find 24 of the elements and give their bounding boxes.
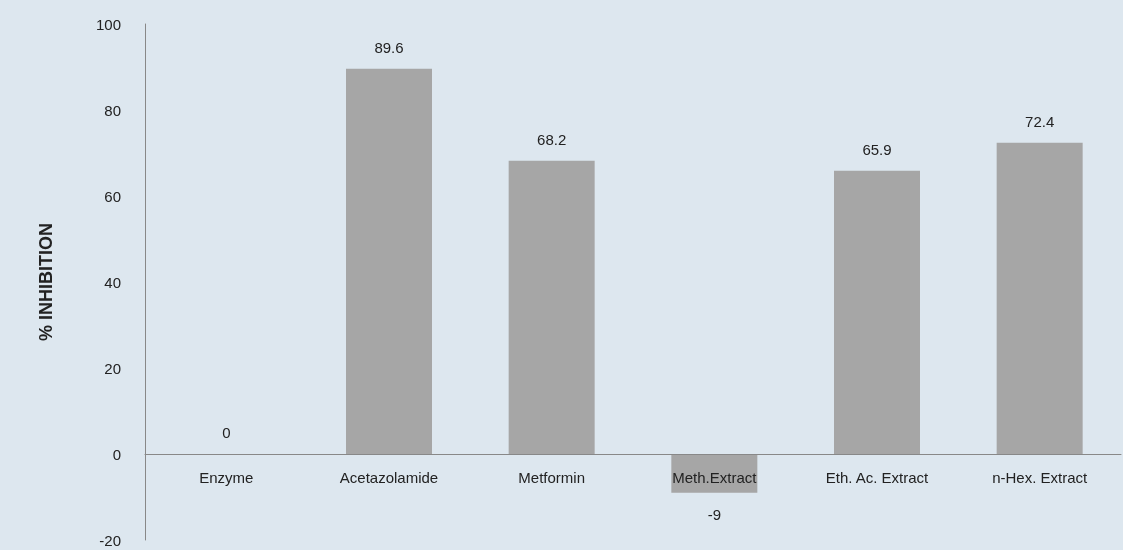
bar [508,160,595,454]
x-tick-label: Eth. Ac. Extract [825,469,930,486]
y-tick-label: 40 [104,273,121,291]
y-axis-title: % INHIBITION [36,222,56,342]
data-label: 0 [222,424,231,441]
x-tick-label: n-Hex. Extract [992,469,1089,486]
data-label: 65.9 [862,140,892,158]
x-tick-label: Acetazolamide [339,469,439,486]
data-label: 68.2 [537,130,567,148]
y-tick-label: 80 [104,101,121,119]
x-tick-label: Meth.Extract [672,469,758,486]
data-label: 89.6 [374,38,404,56]
y-tick-label: 20 [104,359,121,377]
bar [346,68,432,454]
y-tick-label: 60 [104,187,121,205]
x-tick-label: Enzyme [199,469,254,486]
y-tick-label: 100 [95,15,121,33]
bar [834,170,920,454]
y-tick-label: 0 [112,445,121,463]
data-label: -9 [707,505,722,523]
x-tick-label: Metformin [518,469,586,486]
y-tick-label: -20 [99,531,121,549]
bar [996,142,1083,454]
data-label: 72.4 [1025,112,1055,130]
